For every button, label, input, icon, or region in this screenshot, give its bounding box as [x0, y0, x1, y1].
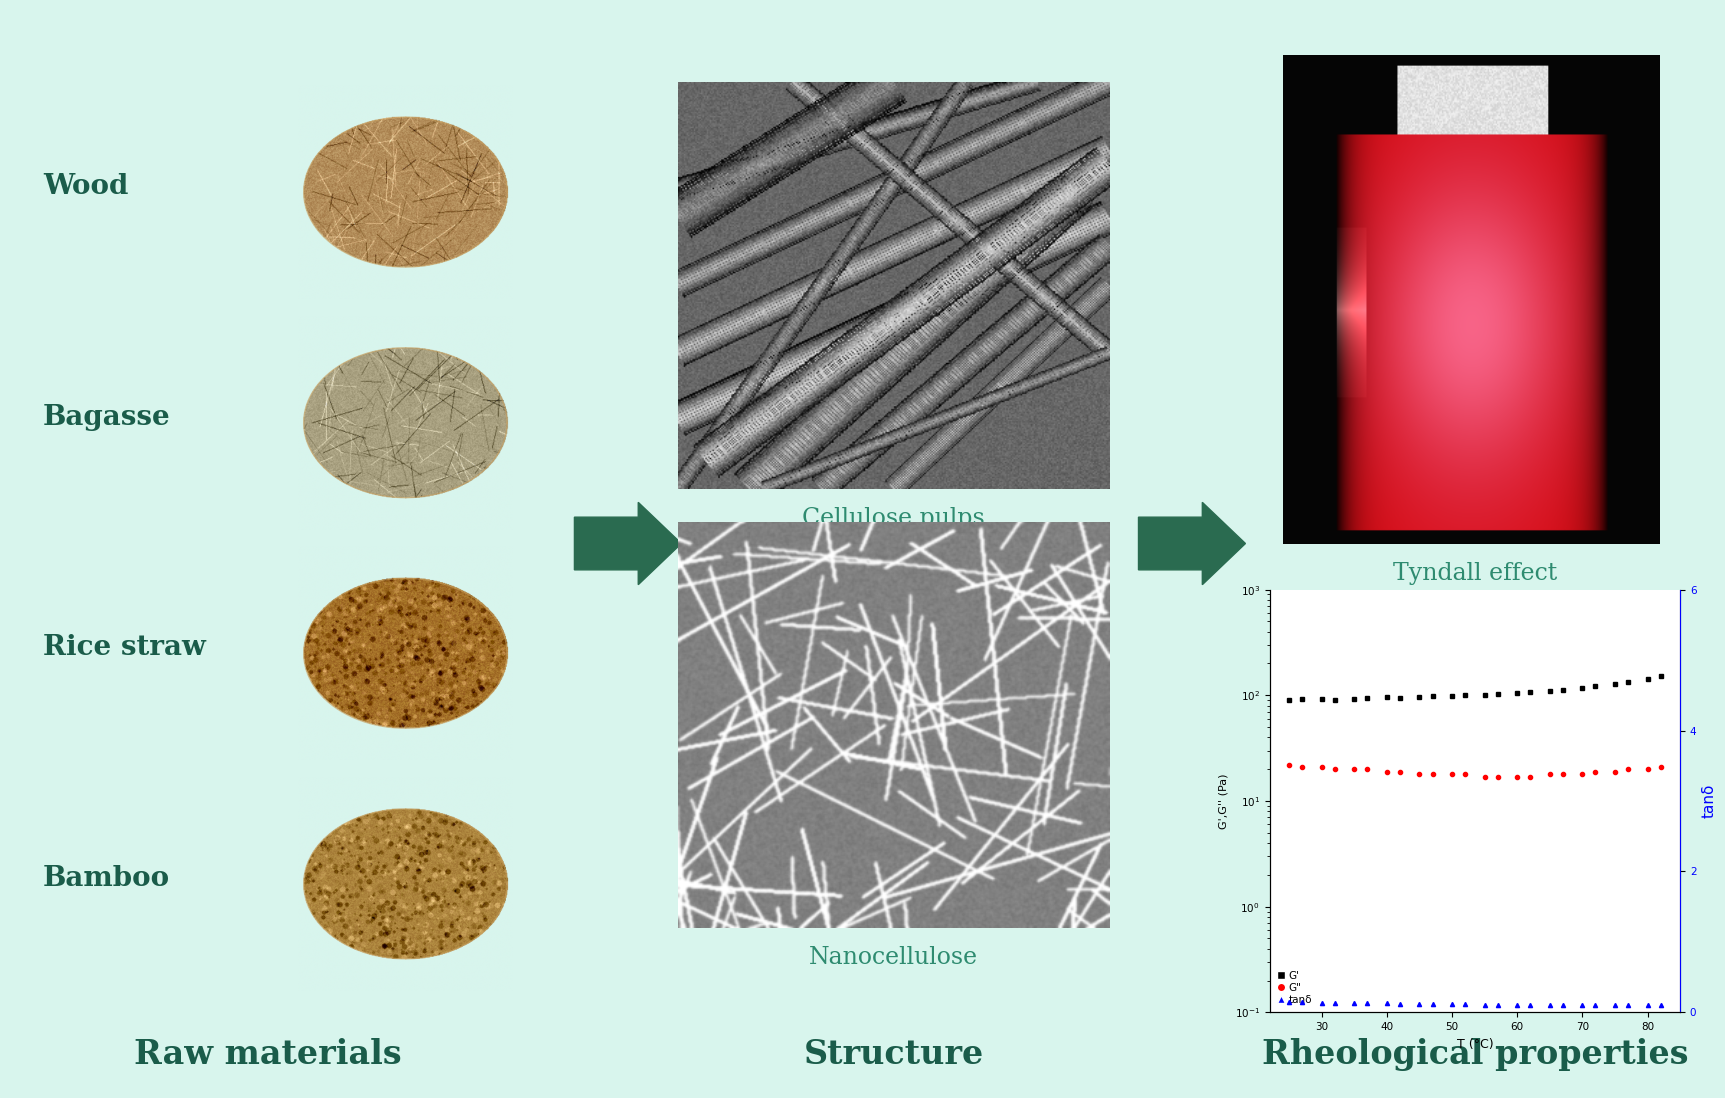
tanδ [1325, 997, 1346, 1010]
G" [1292, 760, 1313, 773]
G' [1377, 691, 1397, 704]
Line: tanδ: tanδ [1287, 1000, 1663, 1007]
tanδ [1442, 997, 1463, 1010]
G' [1618, 675, 1639, 688]
tanδ [1618, 998, 1639, 1011]
G" [1475, 770, 1496, 783]
tanδ [1487, 998, 1508, 1011]
G" [1344, 763, 1364, 776]
tanδ [1539, 998, 1559, 1011]
tanδ [1278, 996, 1299, 1009]
Text: Tyndall effect: Tyndall effect [1392, 562, 1558, 585]
G" [1377, 765, 1397, 778]
G" [1358, 763, 1378, 776]
G' [1358, 692, 1378, 705]
Text: Raw materials: Raw materials [133, 1038, 402, 1071]
G" [1618, 763, 1639, 776]
tanδ [1637, 998, 1658, 1011]
G' [1520, 685, 1540, 698]
G" [1604, 765, 1625, 778]
FancyArrow shape [574, 503, 681, 584]
tanδ [1520, 998, 1540, 1011]
G" [1278, 759, 1299, 772]
G' [1311, 692, 1332, 705]
G' [1604, 677, 1625, 691]
G" [1552, 768, 1573, 781]
G' [1278, 694, 1299, 707]
Text: Cellulose pulps: Cellulose pulps [802, 507, 985, 530]
G" [1520, 770, 1540, 783]
tanδ [1585, 998, 1606, 1011]
G" [1585, 765, 1606, 778]
G' [1552, 684, 1573, 697]
tanδ [1454, 997, 1475, 1010]
G' [1475, 688, 1496, 702]
Text: Bamboo: Bamboo [43, 865, 171, 892]
G" [1409, 768, 1430, 781]
G' [1651, 670, 1672, 683]
tanδ [1409, 997, 1430, 1010]
G" [1454, 768, 1475, 781]
G" [1442, 768, 1463, 781]
Y-axis label: G',G'' (Pa): G',G'' (Pa) [1220, 773, 1228, 829]
X-axis label: T (°C): T (°C) [1456, 1038, 1494, 1051]
Text: Rice straw: Rice straw [43, 635, 205, 661]
FancyArrow shape [1138, 503, 1245, 584]
G" [1637, 763, 1658, 776]
G' [1325, 693, 1346, 706]
tanδ [1390, 997, 1411, 1010]
tanδ [1552, 998, 1573, 1011]
tanδ [1377, 997, 1397, 1010]
tanδ [1421, 997, 1442, 1010]
Line: G": G" [1287, 763, 1663, 778]
G" [1311, 760, 1332, 773]
G" [1539, 768, 1559, 781]
tanδ [1344, 997, 1364, 1010]
tanδ [1651, 998, 1672, 1011]
Legend: G', G", tanδ: G', G", tanδ [1275, 968, 1314, 1007]
G' [1344, 693, 1364, 706]
G' [1571, 681, 1592, 694]
G" [1571, 768, 1592, 781]
Y-axis label: tanδ: tanδ [1703, 784, 1716, 818]
tanδ [1358, 997, 1378, 1010]
G' [1442, 690, 1463, 703]
G' [1487, 687, 1508, 701]
G' [1539, 684, 1559, 697]
tanδ [1508, 998, 1528, 1011]
G' [1454, 688, 1475, 702]
G' [1508, 686, 1528, 699]
Text: Rheological properties: Rheological properties [1261, 1038, 1689, 1071]
tanδ [1475, 998, 1496, 1011]
tanδ [1571, 998, 1592, 1011]
G" [1508, 770, 1528, 783]
G" [1421, 768, 1442, 781]
Text: Structure: Structure [804, 1038, 983, 1071]
G" [1651, 760, 1672, 773]
G' [1390, 691, 1411, 704]
Text: Bagasse: Bagasse [43, 404, 171, 430]
tanδ [1604, 998, 1625, 1011]
Line: G': G' [1287, 674, 1663, 703]
tanδ [1292, 996, 1313, 1009]
tanδ [1311, 997, 1332, 1010]
G" [1390, 765, 1411, 778]
Text: Nanocellulose: Nanocellulose [809, 946, 978, 970]
G' [1585, 680, 1606, 693]
G" [1487, 770, 1508, 783]
G" [1325, 763, 1346, 776]
G' [1421, 690, 1442, 703]
G' [1637, 673, 1658, 686]
G' [1409, 691, 1430, 704]
G' [1292, 693, 1313, 706]
Text: Wood: Wood [43, 173, 128, 200]
